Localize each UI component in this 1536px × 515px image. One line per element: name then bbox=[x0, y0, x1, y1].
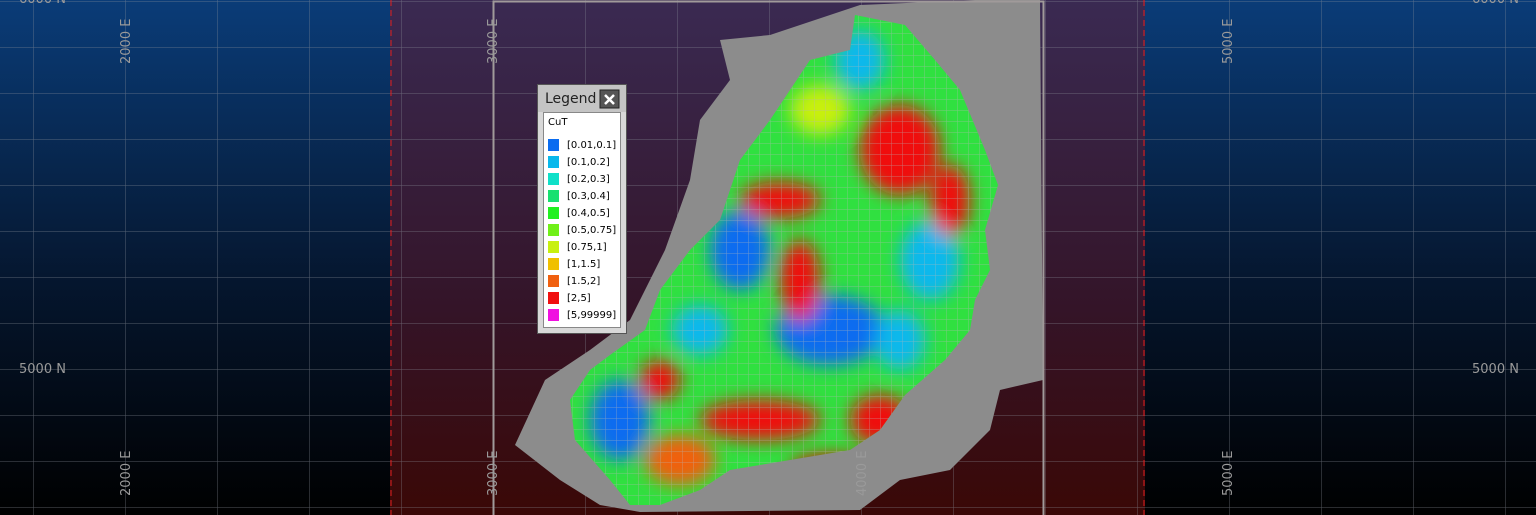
legend-label: [0.1,0.2] bbox=[567, 157, 610, 168]
legend-swatch bbox=[548, 190, 559, 202]
legend-swatch bbox=[548, 156, 559, 168]
easting-label: 3000 E bbox=[486, 451, 501, 496]
legend-label: [1.5,2] bbox=[567, 276, 600, 287]
legend-swatch bbox=[548, 292, 559, 304]
northing-label: 5000 N bbox=[1472, 362, 1519, 377]
window-title: Legend bbox=[545, 91, 596, 107]
legend-label: [1,1.5] bbox=[567, 259, 600, 270]
legend-swatch bbox=[548, 224, 559, 236]
legend-label: [0.75,1] bbox=[567, 242, 607, 253]
legend-label: [0.5,0.75] bbox=[567, 225, 616, 236]
easting-label: 5000 E bbox=[1221, 19, 1236, 64]
easting-label: 3000 E bbox=[486, 19, 501, 64]
legend-swatch bbox=[548, 275, 559, 287]
northing-label: 6000 N bbox=[19, 0, 66, 7]
legend-label: [0.01,0.1] bbox=[567, 140, 616, 151]
frame bbox=[492, 0, 1045, 515]
legend-swatch bbox=[548, 173, 559, 185]
legend-label: [0.4,0.5] bbox=[567, 208, 610, 219]
easting-label: 2000 E bbox=[119, 451, 134, 496]
legend-swatch bbox=[548, 309, 559, 321]
northing-label: 5000 N bbox=[19, 362, 66, 377]
axis-labels: 2000 E 3000 E 5000 E 2000 E 3000 E 4000 E 5000… bbox=[19, 0, 1519, 496]
legend-label: [5,99999] bbox=[567, 310, 616, 321]
legend-swatch bbox=[548, 207, 559, 219]
legend-label: [2,5] bbox=[567, 293, 591, 304]
legend-window[interactable]: Legend CuT [0.01,0.1][0.1,0.2][0.2,0.3][… bbox=[537, 84, 627, 334]
northing-label: 6000 N bbox=[1472, 0, 1519, 7]
legend-label: [0.2,0.3] bbox=[567, 174, 610, 185]
legend-swatch bbox=[548, 139, 559, 151]
legend-label: [0.3,0.4] bbox=[567, 191, 610, 202]
close-icon bbox=[604, 94, 615, 105]
legend-swatch bbox=[548, 241, 559, 253]
easting-label: 2000 E bbox=[119, 19, 134, 64]
legend-variable: CuT bbox=[548, 117, 568, 128]
easting-label: 5000 E bbox=[1221, 451, 1236, 496]
legend-swatch bbox=[548, 258, 559, 270]
legend-items: [0.01,0.1] [0.1,0.2] [0.2,0.3] [0.3,0.4] [0.… bbox=[548, 139, 616, 321]
easting-label: 4000 E bbox=[855, 451, 870, 496]
